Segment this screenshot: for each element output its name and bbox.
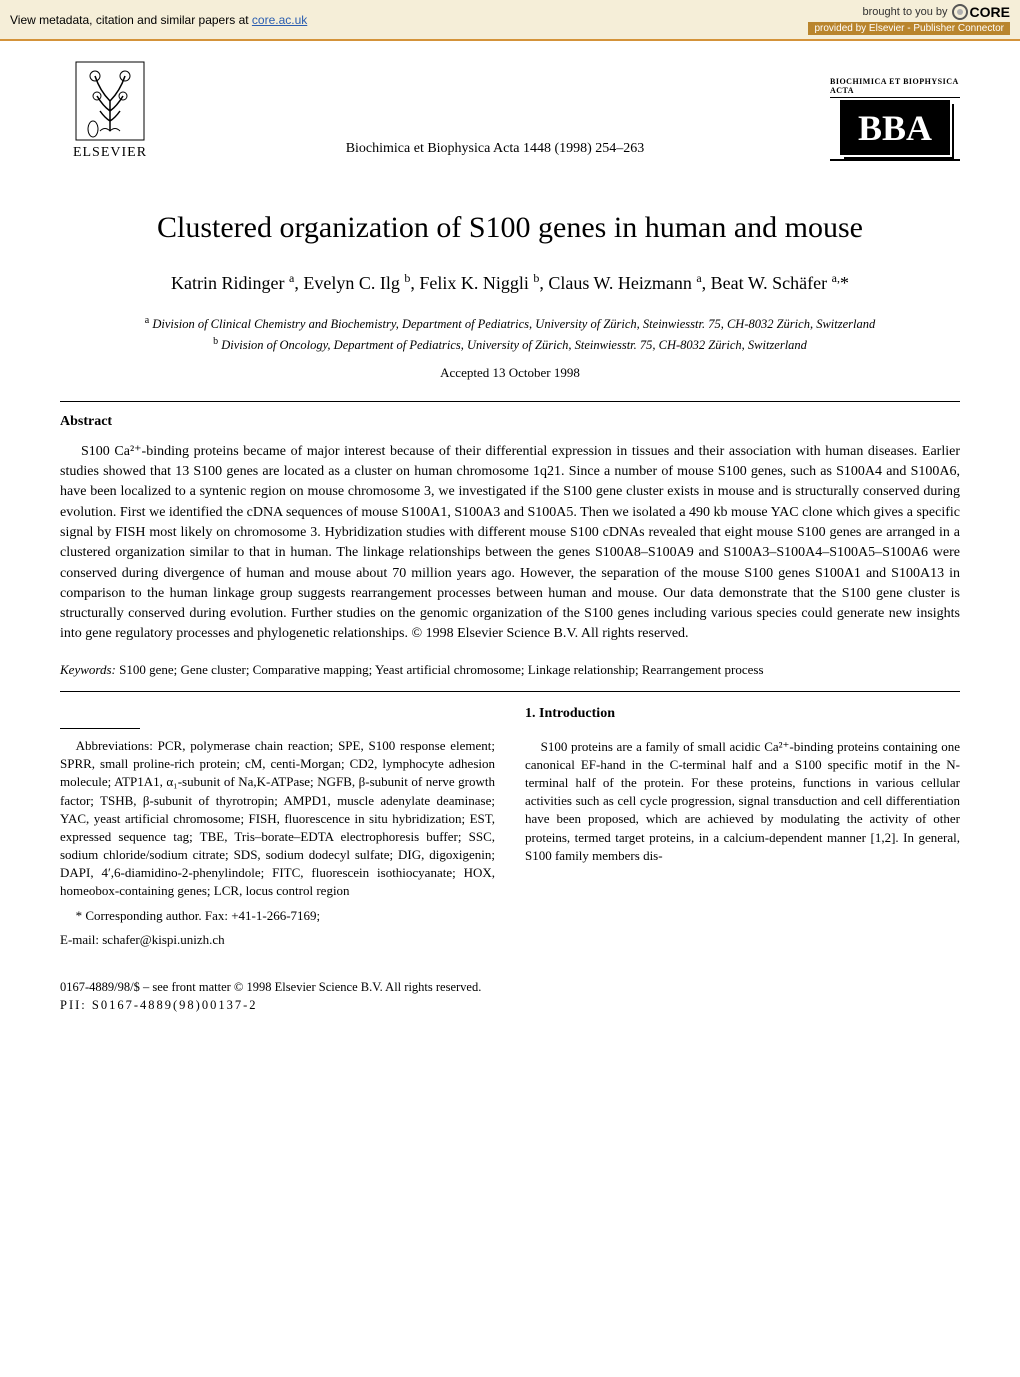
left-column: Abbreviations: PCR, polymerase chain rea… — [60, 704, 495, 955]
affiliation-a: a Division of Clinical Chemistry and Bio… — [60, 313, 960, 334]
keywords-label: Keywords: — [60, 662, 116, 677]
provided-by-pill[interactable]: provided by Elsevier - Publisher Connect… — [808, 22, 1010, 35]
elsevier-logo-block: ELSEVIER — [60, 61, 160, 161]
bba-underline — [830, 159, 960, 161]
intro-body: S100 proteins are a family of small acid… — [525, 738, 960, 865]
author-email: E-mail: schafer@kispi.unizh.ch — [60, 931, 495, 949]
core-circle-icon — [952, 4, 968, 20]
article-title: Clustered organization of S100 genes in … — [60, 211, 960, 245]
abbreviations-text: Abbreviations: PCR, polymerase chain rea… — [60, 737, 495, 901]
core-banner: View metadata, citation and similar pape… — [0, 0, 1020, 41]
affiliation-a-text: Division of Clinical Chemistry and Bioch… — [152, 317, 875, 331]
core-link[interactable]: core.ac.uk — [252, 13, 307, 27]
keywords-text: S100 gene; Gene cluster; Comparative map… — [116, 662, 764, 677]
bba-header-text: BIOCHIMICA ET BIOPHYSICA ACTA — [830, 77, 960, 98]
affiliation-b: b Division of Oncology, Department of Pe… — [60, 334, 960, 355]
elsevier-label: ELSEVIER — [73, 145, 147, 161]
bba-logo-block: BIOCHIMICA ET BIOPHYSICA ACTA BBA — [830, 77, 960, 161]
abstract-heading: Abstract — [60, 414, 960, 430]
accepted-date: Accepted 13 October 1998 — [60, 365, 960, 381]
footnote-rule — [60, 728, 140, 729]
intro-heading: 1. Introduction — [525, 704, 960, 724]
affiliation-b-text: Division of Oncology, Department of Pedi… — [221, 338, 807, 352]
keywords-line: Keywords: S100 gene; Gene cluster; Compa… — [60, 661, 960, 679]
banner-prefix: View metadata, citation and similar pape… — [10, 13, 252, 27]
footer-line-1: 0167-4889/98/$ – see front matter © 1998… — [60, 979, 960, 997]
brought-by-row: brought to you by CORE — [863, 4, 1010, 20]
bba-logo: BBA — [840, 100, 950, 155]
banner-right: brought to you by CORE provided by Elsev… — [808, 4, 1010, 35]
affiliations: a Division of Clinical Chemistry and Bio… — [60, 313, 960, 355]
rule-bottom — [60, 691, 960, 692]
banner-left: View metadata, citation and similar pape… — [10, 13, 307, 27]
corresponding-author: * Corresponding author. Fax: +41-1-266-7… — [60, 907, 495, 925]
abstract-body: S100 Ca²⁺-binding proteins became of maj… — [60, 442, 960, 645]
right-column: 1. Introduction S100 proteins are a fami… — [525, 704, 960, 955]
page-footer: 0167-4889/98/$ – see front matter © 1998… — [60, 979, 960, 1014]
footer-line-2: PII: S0167-4889(98)00137-2 — [60, 997, 960, 1015]
rule-top — [60, 401, 960, 402]
two-column-section: Abbreviations: PCR, polymerase chain rea… — [60, 704, 960, 955]
page-content: ELSEVIER Biochimica et Biophysica Acta 1… — [0, 41, 1020, 1054]
elsevier-tree-icon — [75, 61, 145, 141]
core-logo[interactable]: CORE — [952, 4, 1010, 20]
core-label: CORE — [970, 4, 1010, 20]
journal-header: ELSEVIER Biochimica et Biophysica Acta 1… — [60, 61, 960, 161]
brought-by-text: brought to you by — [863, 6, 948, 18]
journal-reference: Biochimica et Biophysica Acta 1448 (1998… — [160, 141, 830, 161]
authors-line: Katrin Ridinger a, Evelyn C. Ilg b, Feli… — [60, 269, 960, 297]
